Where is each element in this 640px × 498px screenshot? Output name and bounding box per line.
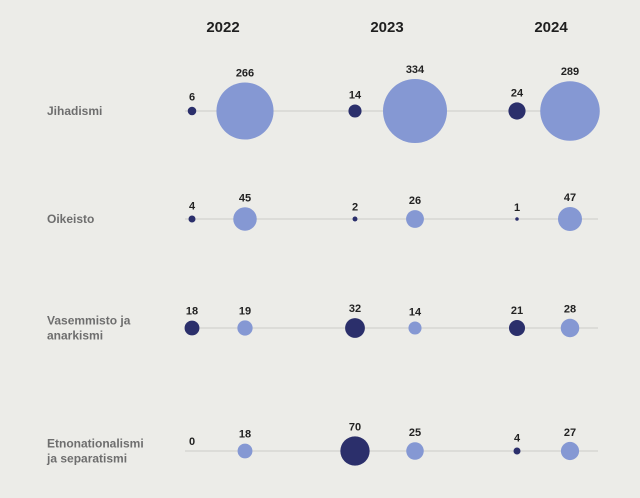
bubble bbox=[557, 206, 583, 232]
year-header-2023: 2023 bbox=[370, 19, 403, 36]
data-label: 47 bbox=[564, 192, 576, 204]
bubble bbox=[513, 447, 521, 455]
bubble bbox=[406, 210, 424, 228]
year-header-2022: 2022 bbox=[206, 19, 239, 36]
bubble bbox=[406, 442, 424, 460]
data-label: 25 bbox=[409, 427, 421, 439]
row-label: ja separatismi bbox=[46, 452, 127, 466]
data-label: 27 bbox=[564, 427, 576, 439]
bubble bbox=[508, 102, 526, 120]
bubble bbox=[216, 82, 274, 140]
data-label: 19 bbox=[239, 305, 251, 317]
bubble bbox=[188, 215, 196, 223]
bubble bbox=[560, 441, 580, 461]
data-label: 334 bbox=[406, 64, 425, 76]
data-label: 6 bbox=[189, 92, 195, 104]
data-label: 45 bbox=[239, 192, 251, 204]
data-label: 70 bbox=[349, 421, 361, 433]
bubble bbox=[515, 217, 519, 221]
data-label: 14 bbox=[349, 89, 362, 101]
row-label: Vasemmisto ja bbox=[47, 314, 131, 328]
bubble bbox=[237, 320, 253, 336]
row-label: Etnonationalismi bbox=[47, 437, 144, 451]
data-label: 26 bbox=[409, 195, 421, 207]
bubble bbox=[408, 321, 422, 335]
data-label: 289 bbox=[561, 66, 579, 78]
bubble bbox=[508, 319, 526, 337]
data-label: 14 bbox=[409, 306, 422, 318]
data-label: 18 bbox=[186, 306, 198, 318]
bubble bbox=[383, 79, 447, 143]
bubble bbox=[348, 104, 362, 118]
year-header-2024: 2024 bbox=[534, 19, 568, 36]
bubble bbox=[340, 436, 370, 466]
data-label: 4 bbox=[514, 432, 521, 444]
bubble bbox=[187, 106, 197, 116]
data-label: 1 bbox=[514, 202, 520, 214]
data-label: 18 bbox=[239, 429, 251, 441]
row-label: Oikeisto bbox=[47, 212, 94, 226]
data-label: 32 bbox=[349, 303, 361, 315]
data-label: 24 bbox=[511, 87, 524, 99]
data-label: 2 bbox=[352, 202, 358, 214]
bubble bbox=[184, 320, 200, 336]
bubble bbox=[560, 318, 580, 338]
data-label: 266 bbox=[236, 67, 254, 79]
data-label: 0 bbox=[189, 436, 195, 448]
data-label: 28 bbox=[564, 304, 576, 316]
row-label: Jihadismi bbox=[47, 104, 102, 118]
bubble bbox=[352, 216, 358, 222]
bubble bbox=[233, 207, 257, 231]
data-label: 21 bbox=[511, 305, 523, 317]
data-label: 4 bbox=[189, 200, 196, 212]
bubble bbox=[540, 81, 600, 141]
row-label: anarkismi bbox=[47, 329, 103, 343]
bubble bbox=[237, 443, 253, 459]
bubble bbox=[345, 318, 365, 338]
